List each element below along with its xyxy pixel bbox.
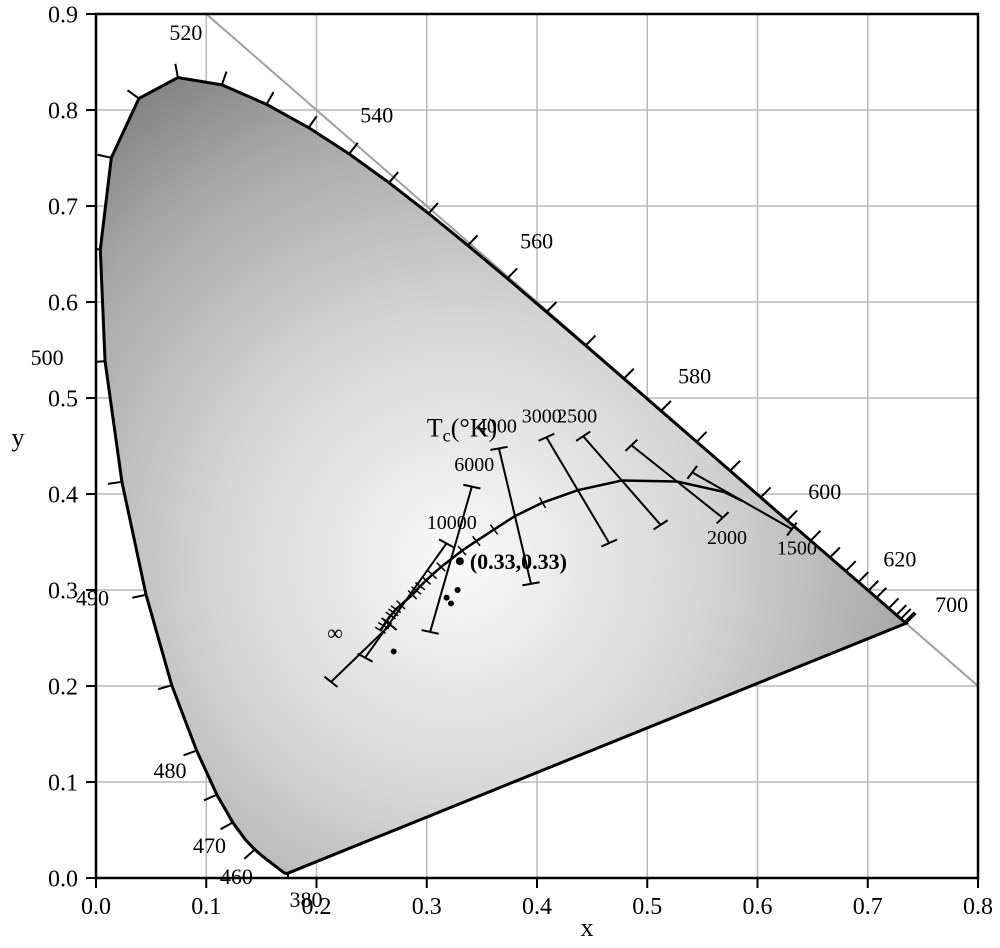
center-dot [456, 557, 464, 565]
y-axis-label: y [12, 423, 25, 452]
ytick-label: 0.4 [48, 482, 78, 508]
isotherm-label-3000: 3000 [522, 405, 562, 427]
data-dot [391, 648, 397, 654]
nm-label-560: 560 [520, 229, 553, 254]
ytick-label: 0.6 [48, 290, 78, 316]
nm-label-540: 540 [360, 103, 393, 128]
xtick-label: 0.8 [963, 894, 993, 920]
xtick-label: 0.1 [191, 894, 221, 920]
xtick-label: 0.2 [302, 894, 332, 920]
xtick-label: 0.6 [743, 894, 773, 920]
ytick-label: 0.8 [48, 98, 78, 124]
ytick-label: 0.3 [48, 578, 78, 604]
nm-label-520: 520 [169, 20, 202, 45]
ytick-label: 0.0 [48, 866, 78, 892]
isotherm-label-6000: 6000 [454, 454, 494, 476]
xtick-label: 0.0 [81, 894, 111, 920]
xtick-label: 0.4 [522, 894, 552, 920]
nm-label-580: 580 [678, 363, 711, 388]
isotherm-label-2000: 2000 [707, 527, 747, 549]
ytick-label: 0.9 [48, 2, 78, 28]
nm-label-700: 700 [935, 592, 968, 617]
nm-label-620: 620 [883, 546, 916, 571]
nm-label-470: 470 [193, 833, 226, 858]
ytick-label: 0.2 [48, 674, 78, 700]
xtick-label: 0.7 [853, 894, 883, 920]
center-label: (0.33,0.33) [470, 549, 567, 574]
isotherm-label-2500: 2500 [557, 405, 597, 427]
data-dot [448, 600, 454, 606]
tc-label: Tc(°K) [427, 413, 497, 445]
nm-label-500: 500 [31, 345, 64, 370]
x-axis-label: x [581, 913, 594, 942]
xtick-label: 0.5 [632, 894, 662, 920]
ytick-label: 0.1 [48, 770, 78, 796]
isotherm-label-1500: 1500 [777, 537, 817, 559]
nm-label-600: 600 [808, 479, 841, 504]
ytick-label: 0.5 [48, 386, 78, 412]
isotherm-label-10000: 10000 [427, 512, 477, 534]
chromaticity-chart: 3804604704804905005205405605806006207001… [0, 0, 1000, 948]
xtick-label: 0.3 [412, 894, 442, 920]
data-dot [444, 595, 450, 601]
infinity-label: ∞ [327, 620, 343, 645]
nm-label-460: 460 [220, 864, 253, 889]
ytick-label: 0.7 [48, 194, 78, 220]
data-dot [455, 587, 461, 593]
nm-label-480: 480 [153, 758, 186, 783]
